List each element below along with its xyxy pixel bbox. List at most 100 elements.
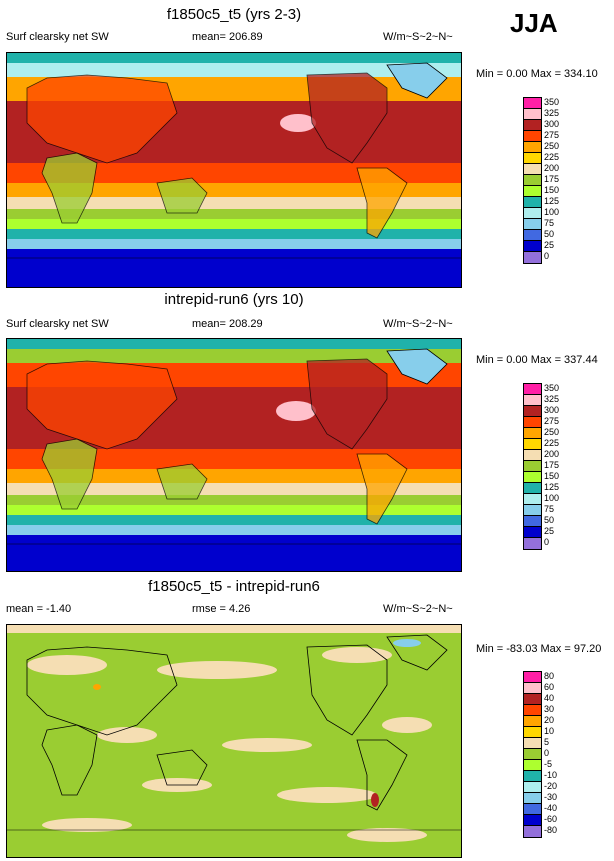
panel3-swatch [524,672,541,683]
panel1-tick-label: 125 [544,196,560,206]
panel3-tick-label: 5 [544,737,550,747]
panel2-title: intrepid-run6 (yrs 10) [164,291,304,308]
panel2-swatch [524,483,541,494]
panel1-tick-label: 250 [544,141,560,151]
panel3-swatch [524,804,541,815]
panel2-tick-label: 350 [544,383,560,393]
panel1-swatch [524,175,541,186]
panel2-minmax: Min = 0.00 Max = 337.44 [476,354,598,366]
panel1-tick-label: 75 [544,218,555,228]
panel1-title: f1850c5_t5 (yrs 2-3) [166,6,302,23]
panel3-tick-label: -30 [544,792,558,802]
panel3-swatch [524,826,541,837]
panel2-swatch [524,527,541,538]
panel2-tick-label: 175 [544,460,560,470]
panel1-tick-label: 150 [544,185,560,195]
panel3-tick-label: 80 [544,671,555,681]
panel1-swatch [524,131,541,142]
panel2-swatch [524,384,541,395]
panel2-swatch [524,450,541,461]
panel1-swatch [524,109,541,120]
panel1-colorbar-labels: 350 325 300 275 250 225 200 175 150 125 … [544,97,584,277]
panel1-tick-label: 0 [544,251,550,261]
panel1-swatch [524,219,541,230]
panel3-colorbar-labels: 80 60 40 30 20 10 5 0 -5 -10 -20 -30 -40… [544,671,584,851]
panel2-swatch [524,516,541,527]
panel1-tick-label: 225 [544,152,560,162]
panel1-tick-label: 325 [544,108,560,118]
panel2-swatch [524,505,541,516]
panel2-variable: Surf clearsky net SW [6,318,109,330]
panel3-tick-label: 10 [544,726,555,736]
panel3-tick-label: -40 [544,803,558,813]
panel3-swatch [524,782,541,793]
panel2-swatch [524,395,541,406]
panel3-swatch [524,694,541,705]
panel3-swatch [524,683,541,694]
panel3-tick-label: -60 [544,814,558,824]
panel2-colorbar-labels: 350 325 300 275 250 225 200 175 150 125 … [544,383,584,563]
panel1-swatch [524,164,541,175]
panel2-tick-label: 225 [544,438,560,448]
panel1-tick-label: 100 [544,207,560,217]
panel3-swatch [524,749,541,760]
panel2-swatch [524,494,541,505]
panel1-variable: Surf clearsky net SW [6,31,109,43]
panel2-swatch [524,461,541,472]
panel3-swatch [524,738,541,749]
panel1-units: W/m~S~2~N~ [383,31,453,43]
panel3-map [6,624,462,858]
panel3-swatch [524,705,541,716]
panel3-tick-label: 0 [544,748,550,758]
season-label: JJA [510,8,558,38]
panel2-tick-label: 25 [544,526,555,536]
panel2-swatch [524,406,541,417]
panel2-tick-label: 300 [544,405,560,415]
panel1-swatch [524,208,541,219]
panel1-swatch [524,186,541,197]
panel1-minmax: Min = 0.00 Max = 334.10 [476,68,598,80]
panel2-swatch [524,439,541,450]
panel3-tick-label: -10 [544,770,558,780]
panel1-tick-label: 200 [544,163,560,173]
panel3-swatch [524,727,541,738]
panel1-swatch [524,98,541,109]
panel1-mean: mean= 206.89 [192,31,263,43]
panel3-swatch [524,760,541,771]
panel1-swatch [524,230,541,241]
panel3-title: f1850c5_t5 - intrepid-run6 [148,578,320,595]
panel1-tick-label: 300 [544,119,560,129]
panel2-mean: mean= 208.29 [192,318,263,330]
panel2-swatch [524,428,541,439]
panel2-tick-label: 75 [544,504,555,514]
panel2-tick-label: 125 [544,482,560,492]
panel2-tick-label: 250 [544,427,560,437]
panel3-mean: mean = -1.40 [6,603,72,615]
panel3-minmax: Min = -83.03 Max = 97.20 [476,643,602,655]
panel3-tick-label: 40 [544,693,555,703]
panel2-swatch [524,417,541,428]
panel2-tick-label: 100 [544,493,560,503]
panel2-tick-label: 50 [544,515,555,525]
panel2-colorbar [523,383,542,550]
panel3-rmse: rmse = 4.26 [192,603,251,615]
panel3-tick-label: 30 [544,704,555,714]
panel3-swatch [524,716,541,727]
panel1-tick-label: 50 [544,229,555,239]
panel2-map [6,338,462,572]
panel1-swatch [524,153,541,164]
panel1-map [6,52,462,288]
panel2-tick-label: 325 [544,394,560,404]
panel1-tick-label: 25 [544,240,555,250]
panel3-tick-label: -80 [544,825,558,835]
panel1-tick-label: 350 [544,97,560,107]
panel3-tick-label: -5 [544,759,553,769]
panel2-tick-label: 275 [544,416,560,426]
panel1-swatch [524,252,541,263]
panel2-swatch [524,472,541,483]
panel3-swatch [524,771,541,782]
panel3-tick-label: -20 [544,781,558,791]
panel3-swatch [524,815,541,826]
panel3-units: W/m~S~2~N~ [383,603,453,615]
panel3-swatch [524,793,541,804]
